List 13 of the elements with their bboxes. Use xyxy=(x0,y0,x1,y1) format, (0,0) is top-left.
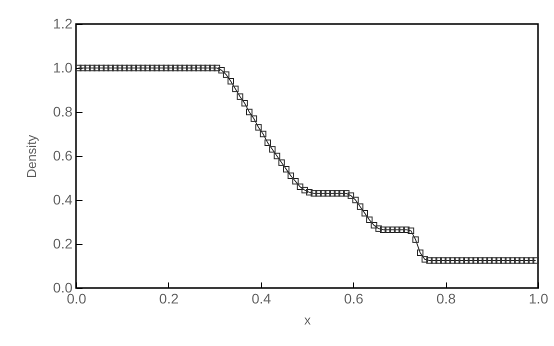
x-tick-label: 0.8 xyxy=(436,290,456,306)
x-tick-label: 1.0 xyxy=(528,290,548,306)
x-tick-label: 0.2 xyxy=(159,290,179,306)
y-tick-label: 0.4 xyxy=(53,192,73,208)
x-axis-title: x xyxy=(304,312,312,328)
y-tick-label: 1.0 xyxy=(53,60,73,76)
x-tick-label: 0.4 xyxy=(252,290,272,306)
x-tick-label: 0.6 xyxy=(344,290,364,306)
y-tick-label: 1.2 xyxy=(53,16,73,32)
y-tick-label: 0.6 xyxy=(53,148,73,164)
y-tick-label: 0.8 xyxy=(53,104,73,120)
y-axis-title: Density xyxy=(24,134,40,178)
y-tick-label: 0.2 xyxy=(53,236,73,252)
